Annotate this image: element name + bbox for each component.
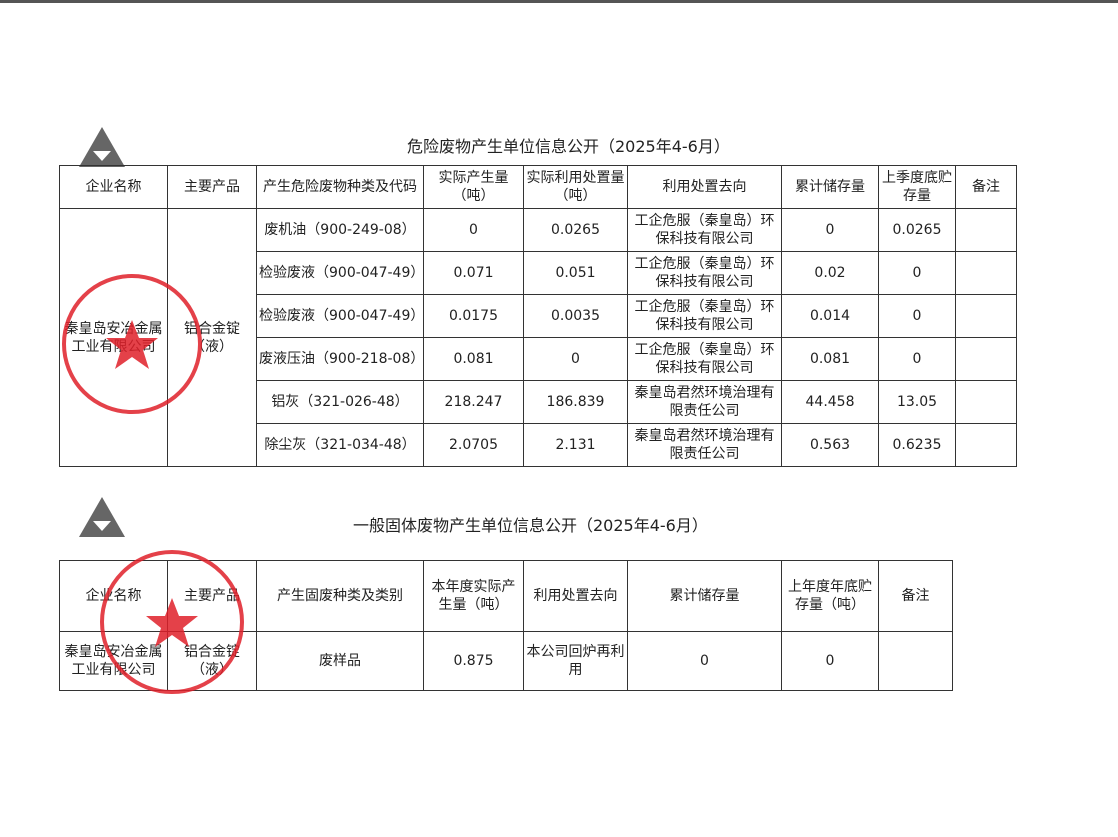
stored-cell: 0.014 xyxy=(781,294,879,338)
destination-cell: 秦皇岛君然环境治理有限责任公司 xyxy=(627,380,782,424)
destination-cell: 工企危服（秦皇岛）环保科技有限公司 xyxy=(627,294,782,338)
type-cell: 检验废液（900-047-49） xyxy=(256,251,424,295)
table-row: 秦皇岛安冶金属工业有限公司 铝合金锭（液） 废样品 0.875 本公司回炉再利用 0 0 xyxy=(59,631,953,691)
column-header: 备注 xyxy=(955,165,1017,209)
note-cell xyxy=(955,208,1017,252)
table-row: 检验废液（900-047-49） 0.071 0.051 工企危服（秦皇岛）环保科技有… xyxy=(60,251,1017,295)
company-logo-icon xyxy=(79,127,125,167)
company-name-cell: 秦皇岛安冶金属工业有限公司 xyxy=(59,208,168,467)
table-row: 检验废液（900-047-49） 0.0175 0.0035 工企危服（秦皇岛）环保科… xyxy=(60,294,1017,338)
top-border xyxy=(0,0,1118,3)
table-row: 秦皇岛安冶金属工业有限公司 铝合金锭（液） 废机油（900-249-08） 0 0.02… xyxy=(59,208,1017,467)
column-header: 本年度实际产生量（吨） xyxy=(423,560,524,632)
last-stock-cell: 0 xyxy=(878,337,956,381)
note-cell xyxy=(955,380,1017,424)
destination-cell: 工企危服（秦皇岛）环保科技有限公司 xyxy=(627,337,782,381)
column-header: 主要产品 xyxy=(167,560,257,632)
column-header: 企业名称 xyxy=(59,165,168,209)
column-header: 备注 xyxy=(878,560,953,632)
disposed-cell: 0.051 xyxy=(523,251,628,295)
column-header: 产生危险废物种类及代码 xyxy=(256,165,424,209)
generated-cell: 0.081 xyxy=(423,337,524,381)
generated-cell: 218.247 xyxy=(423,380,524,424)
company-cell: 秦皇岛安冶金属工业有限公司 xyxy=(59,631,168,691)
note-cell xyxy=(955,294,1017,338)
table-row: 铝灰（321-026-48） 218.247 186.839 秦皇岛君然环境治理有限责… xyxy=(60,380,1017,424)
stored-cell: 44.458 xyxy=(781,380,879,424)
column-header: 累计储存量 xyxy=(627,560,782,632)
type-cell: 除尘灰（321-034-48） xyxy=(256,423,424,467)
disposed-cell: 0 xyxy=(523,337,628,381)
product-cell: 铝合金锭（液） xyxy=(167,208,257,467)
column-header: 实际利用处置量（吨） xyxy=(523,165,628,209)
stored-cell: 0 xyxy=(781,208,879,252)
product-cell: 铝合金锭（液） xyxy=(167,631,257,691)
type-cell: 铝灰（321-026-48） xyxy=(256,380,424,424)
column-header: 上季度底贮存量 xyxy=(878,165,956,209)
disposed-cell: 2.131 xyxy=(523,423,628,467)
column-header: 累计储存量 xyxy=(781,165,879,209)
type-cell: 废样品 xyxy=(256,631,424,691)
column-header: 上年度年底贮存量（吨） xyxy=(781,560,879,632)
hazardous-title: 危险废物产生单位信息公开（2025年4-6月） xyxy=(407,137,730,156)
header-row: 企业名称 主要产品 产生固废种类及类别 本年度实际产生量（吨） 利用处置去向 累计储存量上… xyxy=(59,560,953,632)
disposed-cell: 186.839 xyxy=(523,380,628,424)
destination-cell: 工企危服（秦皇岛）环保科技有限公司 xyxy=(627,208,782,252)
column-header: 实际产生量（吨） xyxy=(423,165,524,209)
header-row: 企业名称 主要产品 产生危险废物种类及代码 实际产生量（吨） 实际利用处置量（吨） 利用处… xyxy=(59,165,1017,209)
disposed-cell: 0.0265 xyxy=(523,208,628,252)
stored-cell: 0.02 xyxy=(781,251,879,295)
note-cell xyxy=(955,251,1017,295)
generated-cell: 0.875 xyxy=(423,631,524,691)
column-header: 利用处置去向 xyxy=(523,560,628,632)
company-logo-icon xyxy=(79,497,125,537)
stored-cell: 0 xyxy=(627,631,782,691)
destination-cell: 本公司回炉再利用 xyxy=(523,631,628,691)
destination-cell: 工企危服（秦皇岛）环保科技有限公司 xyxy=(627,251,782,295)
type-cell: 废液压油（900-218-08） xyxy=(256,337,424,381)
generated-cell: 0 xyxy=(423,208,524,252)
table-row: 除尘灰（321-034-48） 2.0705 2.131 秦皇岛君然环境治理有限责任公… xyxy=(60,423,1017,467)
stored-cell: 0.563 xyxy=(781,423,879,467)
last-stock-cell: 0.0265 xyxy=(878,208,956,252)
disposed-cell: 0.0035 xyxy=(523,294,628,338)
note-cell xyxy=(955,423,1017,467)
column-header: 企业名称 xyxy=(59,560,168,632)
general-waste-table: 企业名称 主要产品 产生固废种类及类别 本年度实际产生量（吨） 利用处置去向 累计储存量上… xyxy=(59,560,953,691)
general-title: 一般固体废物产生单位信息公开（2025年4-6月） xyxy=(353,516,708,535)
last-stock-cell: 0 xyxy=(878,294,956,338)
note-cell xyxy=(878,631,953,691)
generated-cell: 0.0175 xyxy=(423,294,524,338)
column-header: 利用处置去向 xyxy=(627,165,782,209)
generated-cell: 2.0705 xyxy=(423,423,524,467)
destination-cell: 秦皇岛君然环境治理有限责任公司 xyxy=(627,423,782,467)
note-cell xyxy=(955,337,1017,381)
type-cell: 废机油（900-249-08） xyxy=(256,208,424,252)
hazardous-waste-table: 企业名称 主要产品 产生危险废物种类及代码 实际产生量（吨） 实际利用处置量（吨） 利用处… xyxy=(59,165,1017,467)
last-stock-cell: 0 xyxy=(781,631,879,691)
column-header: 主要产品 xyxy=(167,165,257,209)
generated-cell: 0.071 xyxy=(423,251,524,295)
last-stock-cell: 0.6235 xyxy=(878,423,956,467)
type-cell: 检验废液（900-047-49） xyxy=(256,294,424,338)
last-stock-cell: 0 xyxy=(878,251,956,295)
column-header: 产生固废种类及类别 xyxy=(256,560,424,632)
last-stock-cell: 13.05 xyxy=(878,380,956,424)
stored-cell: 0.081 xyxy=(781,337,879,381)
